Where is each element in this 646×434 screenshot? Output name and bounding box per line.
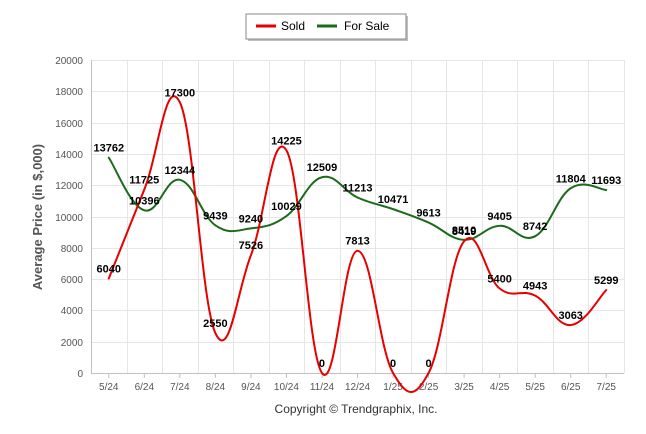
data-label-sold: 17300	[165, 87, 196, 99]
x-tick-label: 6/25	[561, 382, 581, 393]
legend-label-for-sale: For Sale	[344, 19, 390, 33]
data-label-sold: 5299	[594, 275, 618, 287]
data-label-for-sale: 9439	[203, 210, 227, 222]
data-label-for-sale: 10471	[378, 194, 409, 206]
data-label-for-sale: 9240	[239, 213, 263, 225]
y-tick-label: 8000	[61, 244, 84, 255]
data-label-for-sale: 8742	[523, 221, 547, 233]
data-label-sold: 0	[319, 358, 325, 370]
data-label-sold: 8419	[452, 226, 476, 238]
y-tick-label: 16000	[55, 119, 83, 130]
x-tick-label: 5/24	[99, 382, 119, 393]
data-label-sold: 0	[426, 358, 432, 370]
x-tick-label: 12/24	[345, 382, 370, 393]
data-labels: 6040 11725 17300 2550 7526 14225 0 7813 0 0 8419 54…	[93, 87, 621, 370]
copyright-text: Copyright © Trendgraphix, Inc.	[275, 402, 438, 416]
data-label-sold: 11725	[129, 175, 159, 187]
y-tick-label: 4000	[61, 306, 84, 317]
data-label-for-sale: 13762	[93, 143, 124, 155]
data-label-for-sale: 11213	[343, 183, 373, 195]
legend-label-sold: Sold	[281, 19, 305, 33]
data-label-for-sale: 9613	[416, 208, 440, 220]
data-label-for-sale: 11804	[556, 173, 587, 185]
data-label-for-sale: 12344	[165, 165, 196, 177]
y-tick-label: 6000	[61, 275, 84, 286]
data-label-sold: 7526	[239, 240, 263, 252]
data-label-sold: 6040	[97, 263, 121, 275]
y-tick-label: 20000	[55, 56, 83, 67]
data-label-sold: 14225	[271, 135, 302, 147]
y-tick-label: 2000	[61, 338, 84, 349]
x-tick-label: 3/25	[454, 382, 474, 393]
x-tick-label: 7/25	[596, 382, 616, 393]
y-tick-label: 0	[77, 369, 83, 380]
grid-lines	[91, 60, 625, 374]
y-tick-label: 12000	[55, 181, 83, 192]
data-label-sold: 2550	[203, 318, 227, 330]
axes: 0 2000 4000 6000 8000 10000 12000 14000 16000 180…	[55, 56, 624, 393]
x-tick-label: 6/24	[135, 382, 155, 393]
x-tick-label: 10/24	[274, 382, 299, 393]
x-tick-label: 8/24	[206, 382, 226, 393]
data-label-sold: 5400	[487, 273, 511, 285]
data-label-sold: 0	[390, 358, 396, 370]
x-tick-label: 11/24	[310, 382, 335, 393]
data-label-for-sale: 10029	[271, 201, 302, 213]
y-axis-label: Average Price (in $,000)	[30, 144, 45, 290]
series-line-sold	[107, 95, 608, 393]
series-line-for-sale	[107, 156, 608, 241]
data-label-sold: 3063	[558, 310, 582, 322]
data-label-sold: 4943	[523, 281, 547, 293]
x-tick-label: 1/25	[383, 382, 403, 393]
y-tick-label: 18000	[55, 87, 83, 98]
x-tick-label: 7/24	[170, 382, 190, 393]
y-tick-label: 10000	[55, 213, 83, 224]
data-label-for-sale: 11693	[591, 175, 621, 187]
x-tick-label: 2/25	[419, 382, 439, 393]
data-label-for-sale: 10396	[129, 195, 160, 207]
legend: Sold For Sale	[245, 13, 408, 41]
data-label-sold: 7813	[345, 236, 369, 248]
x-tick-label: 9/24	[241, 382, 261, 393]
x-tick-label: 4/25	[490, 382, 510, 393]
data-label-for-sale: 12509	[307, 162, 338, 174]
y-tick-label: 14000	[55, 150, 83, 161]
data-label-for-sale: 8510	[452, 225, 476, 237]
data-label-for-sale: 9405	[487, 211, 511, 223]
series-lines	[107, 95, 608, 393]
x-tick-label: 5/25	[525, 382, 545, 393]
